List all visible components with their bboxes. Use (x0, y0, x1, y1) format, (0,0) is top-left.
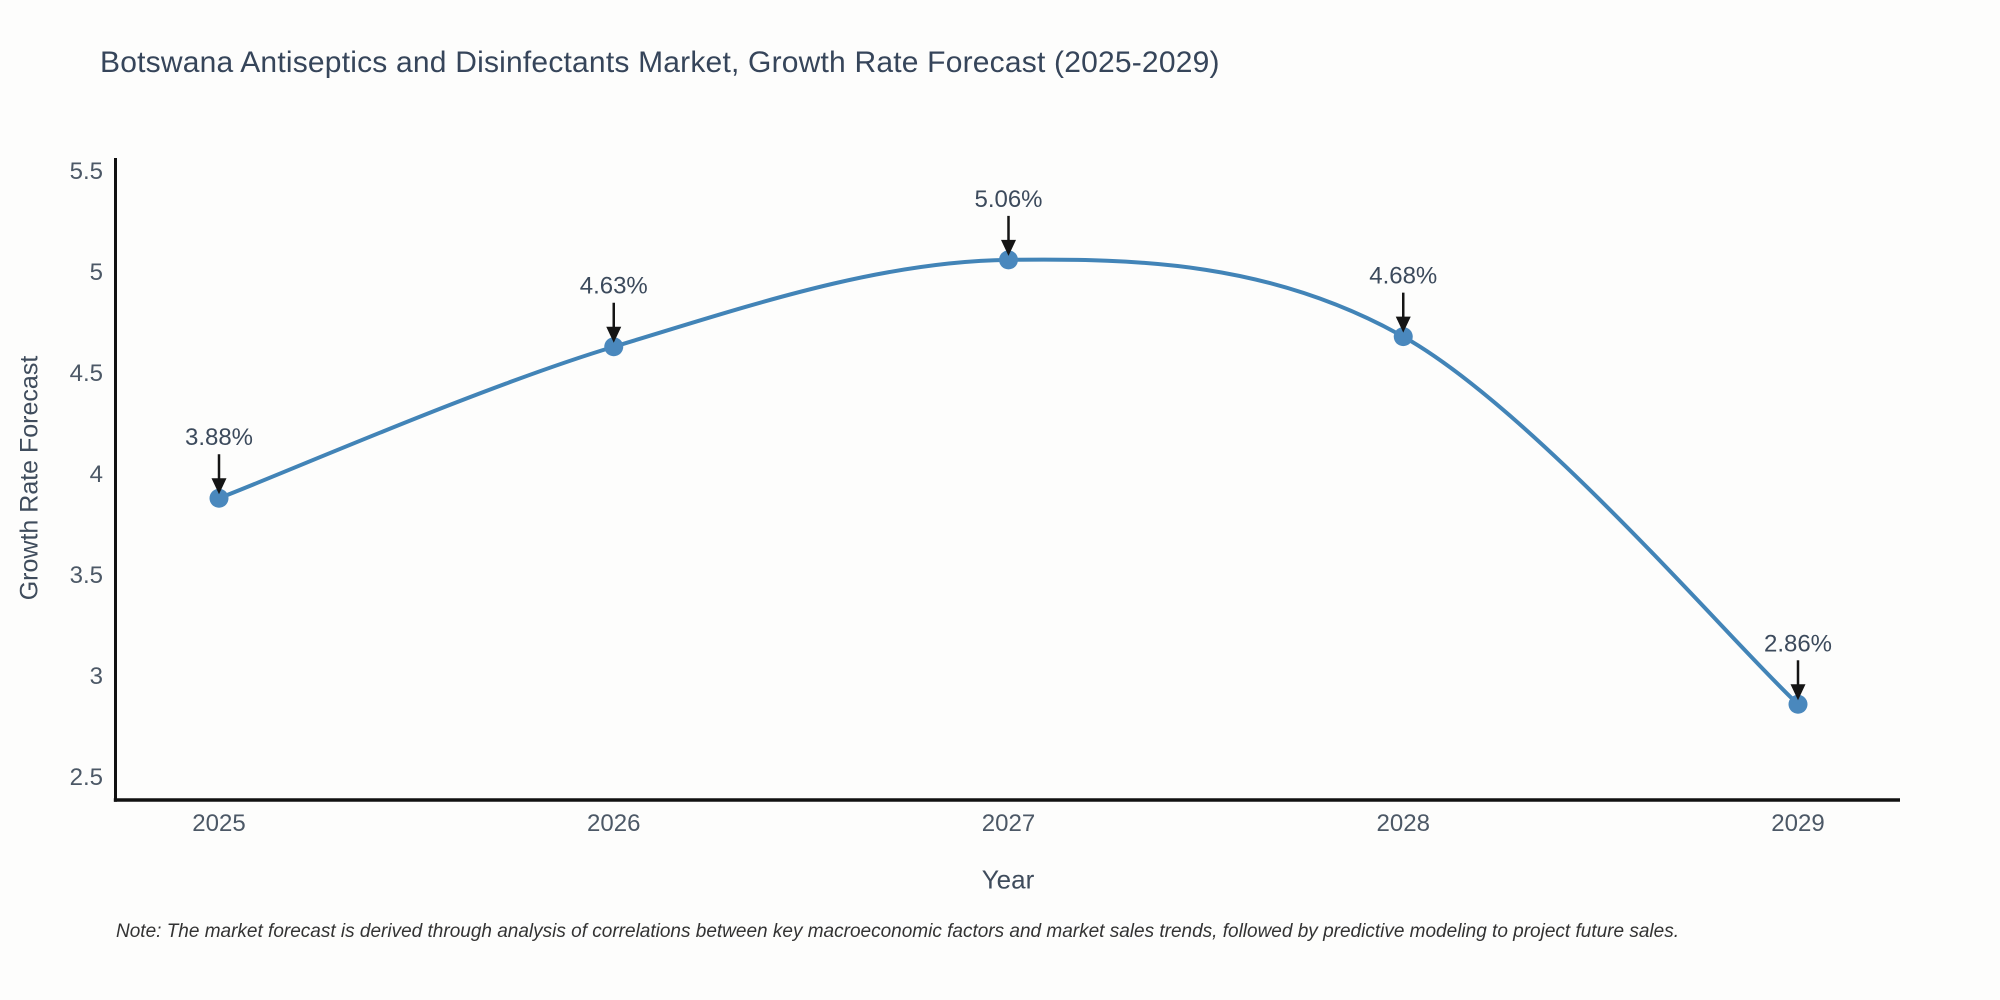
point-marker (1393, 327, 1413, 347)
y-tick-label: 5.5 (70, 158, 103, 185)
point-value-label: 5.06% (974, 186, 1042, 213)
point-value-label: 4.68% (1369, 263, 1437, 290)
y-tick-label: 4.5 (70, 360, 103, 387)
y-tick-label: 5 (90, 259, 103, 286)
point-marker (1788, 694, 1808, 714)
x-tick-label: 2026 (587, 810, 640, 837)
trend-line (217, 257, 1800, 707)
annotation-arrowhead (1790, 684, 1806, 701)
x-tick-label: 2025 (192, 810, 245, 837)
footnote: Note: The market forecast is derived thr… (116, 921, 1679, 942)
point-value-label: 2.86% (1764, 630, 1832, 657)
point-marker (999, 250, 1018, 270)
y-tick-label: 2.5 (70, 764, 103, 791)
annotation-arrowhead (606, 326, 622, 343)
annotation-arrowhead (1395, 316, 1411, 333)
y-tick-label: 4 (90, 461, 103, 488)
chart-title: Botswana Antiseptics and Disinfectants M… (100, 46, 1220, 79)
point-marker (604, 337, 624, 357)
annotation-arrowhead (211, 478, 227, 495)
x-tick-label: 2027 (982, 810, 1035, 837)
point-marker (209, 488, 229, 508)
y-tick-label: 3 (90, 663, 103, 690)
x-axis-title: Year (981, 864, 1035, 895)
point-value-label: 3.88% (185, 424, 253, 451)
annotation-arrowhead (1001, 239, 1016, 256)
point-value-label: 4.63% (580, 273, 648, 300)
x-tick-label: 2029 (1771, 810, 1824, 837)
y-tick-label: 3.5 (70, 562, 103, 589)
x-tick-label: 2028 (1377, 810, 1430, 837)
